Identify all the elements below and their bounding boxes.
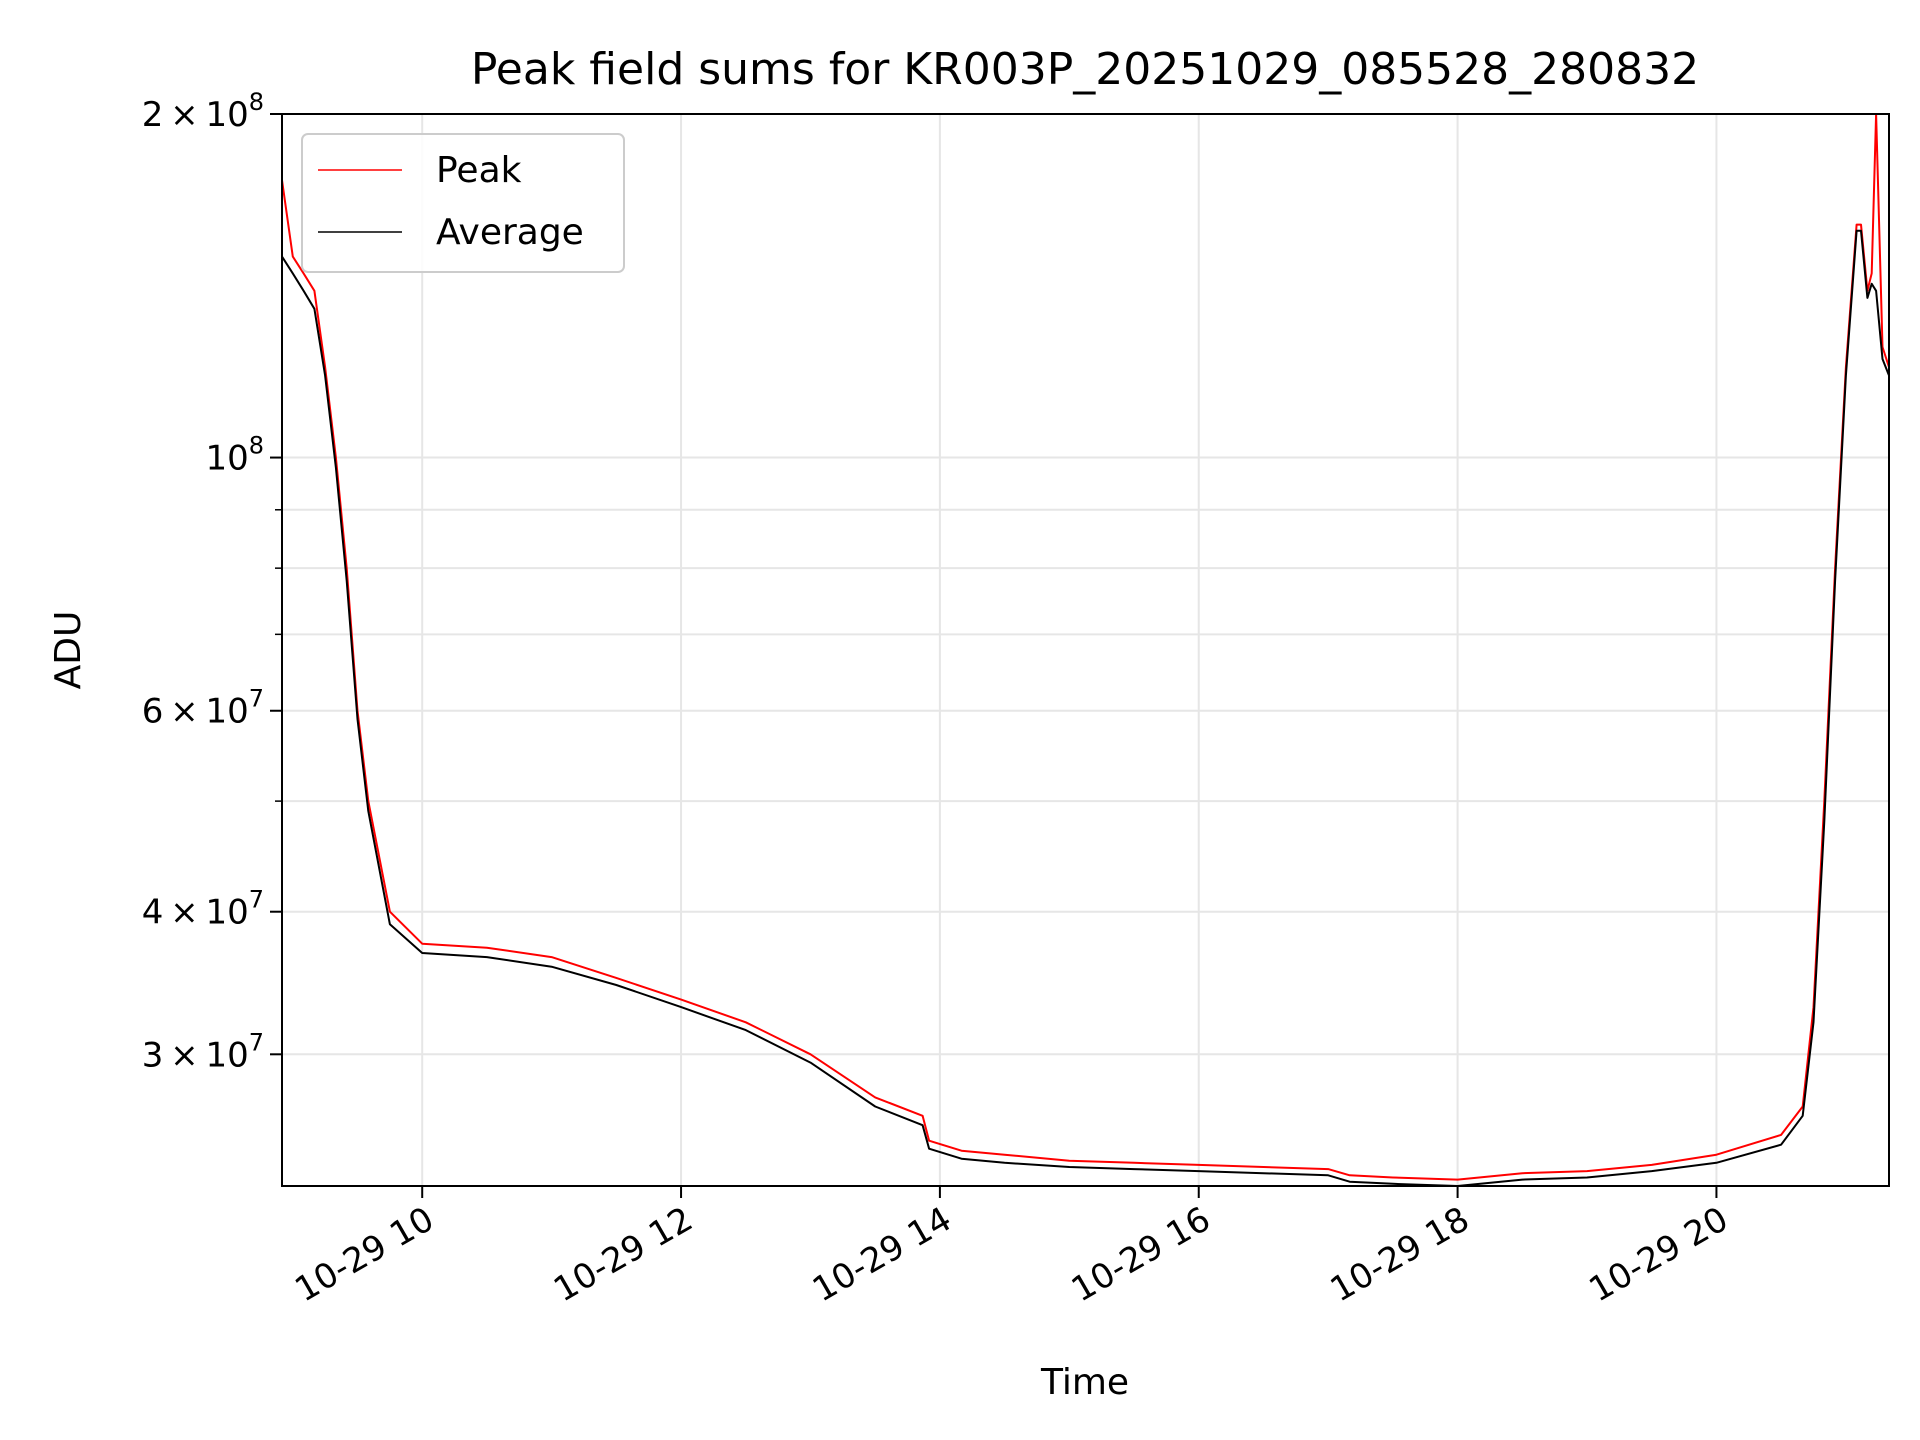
grid: [282, 113, 1889, 1186]
y-tick-label: 6 × 107: [142, 685, 264, 732]
x-axis-label: Time: [1040, 1362, 1129, 1403]
legend-average-label: Average: [436, 212, 584, 253]
legend: Peak Average: [301, 133, 625, 273]
chart-title: Peak field sums for KR003P_20251029_0855…: [471, 44, 1699, 95]
y-tick-label: 4 × 107: [142, 886, 264, 933]
y-axis-label: ADU: [48, 611, 89, 690]
series-average-line: [281, 229, 1890, 1187]
legend-peak-label: Peak: [436, 150, 522, 191]
y-tick-label: 3 × 107: [142, 1028, 264, 1075]
y-tick-label: 2 × 108: [142, 88, 264, 135]
series-layer: [281, 113, 1890, 1187]
y-tick-label: 108: [205, 432, 264, 479]
plot-frame: [281, 113, 1890, 1187]
legend-box: [301, 133, 625, 273]
